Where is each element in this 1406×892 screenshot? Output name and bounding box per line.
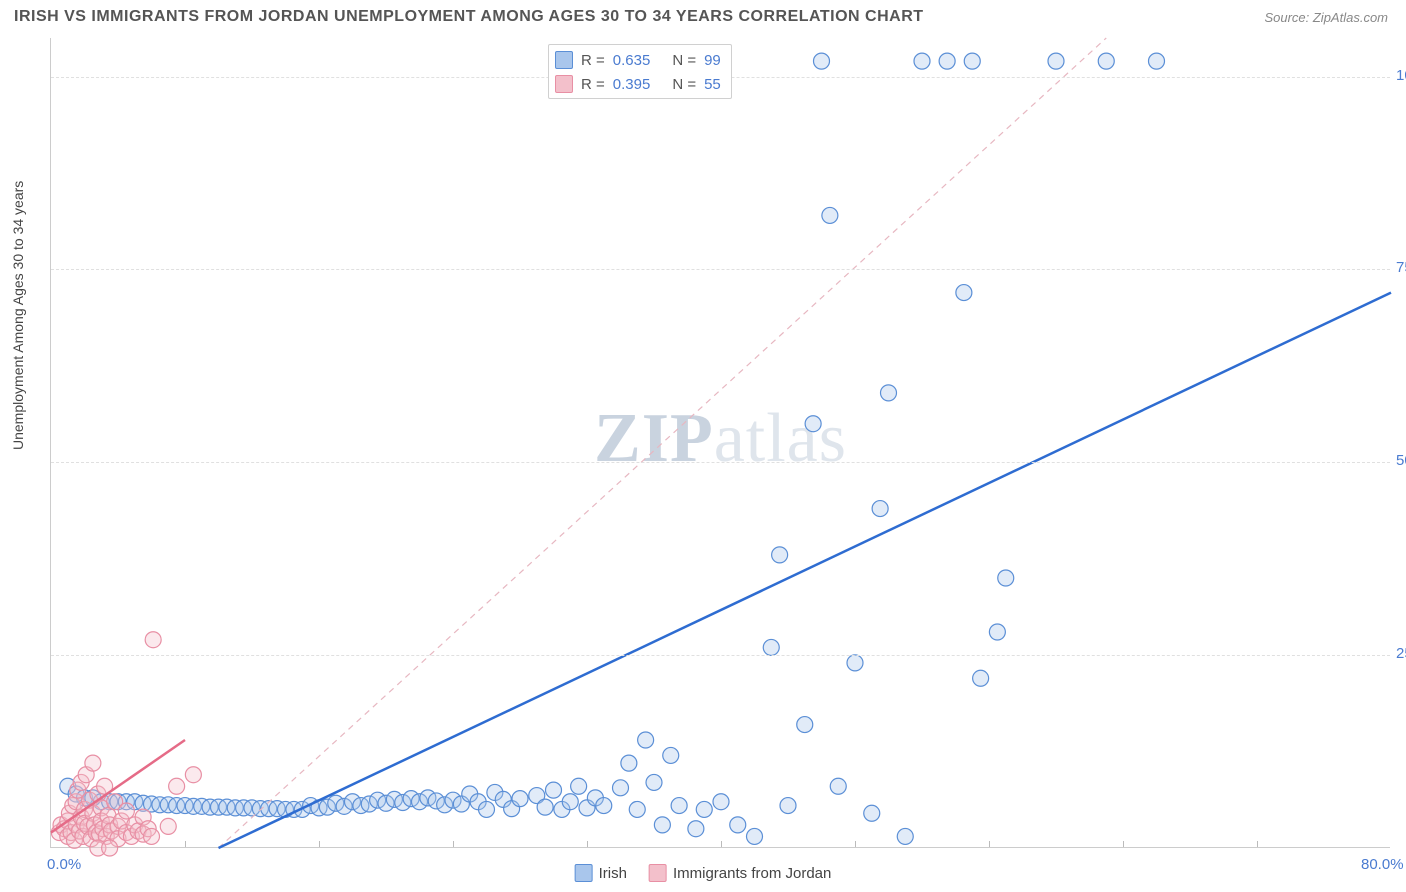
data-point [562,794,578,810]
data-point [822,207,838,223]
data-point [654,817,670,833]
x-tick-minor [855,841,856,847]
data-point [763,639,779,655]
y-tick-label: 50.0% [1396,452,1406,469]
data-point [847,655,863,671]
x-tick-minor [1123,841,1124,847]
data-point [797,717,813,733]
source-label: Source: ZipAtlas.com [1264,10,1388,25]
y-tick-label: 100.0% [1396,67,1406,84]
data-point [956,285,972,301]
x-tick-minor [453,841,454,847]
legend-swatch [649,864,667,882]
data-point [939,53,955,69]
data-point [747,828,763,844]
data-point [613,780,629,796]
legend-item: Immigrants from Jordan [649,864,831,882]
data-point [989,624,1005,640]
data-point [571,778,587,794]
x-tick-minor [1257,841,1258,847]
legend-item: Irish [575,864,627,882]
data-point [144,828,160,844]
data-point [688,821,704,837]
legend-stats-box: R = 0.635 N = 99 R = 0.395 N = 55 [548,44,732,99]
data-point [1048,53,1064,69]
chart-title: IRISH VS IMMIGRANTS FROM JORDAN UNEMPLOY… [14,8,924,26]
data-point [696,801,712,817]
legend-stats-row: R = 0.635 N = 99 [555,48,721,72]
gridline-h [51,269,1390,270]
x-tick-label: 80.0% [1361,856,1404,873]
x-tick-minor [587,841,588,847]
legend-r-value: 0.395 [613,76,651,93]
legend-n-label: N = [672,76,696,93]
data-point [646,774,662,790]
legend-n-label: N = [672,52,696,69]
y-tick-label: 75.0% [1396,259,1406,276]
data-point [169,778,185,794]
x-tick-minor [721,841,722,847]
data-point [638,732,654,748]
trend-line-dash [219,38,1107,848]
trend-line [219,293,1392,848]
legend-swatch [555,75,573,93]
data-point [102,840,118,856]
data-point [512,791,528,807]
y-axis-label: Unemployment Among Ages 30 to 34 years [10,181,26,450]
data-point [973,670,989,686]
data-point [713,794,729,810]
data-point [629,801,645,817]
data-point [663,747,679,763]
gridline-h [51,462,1390,463]
data-point [671,798,687,814]
data-point [546,782,562,798]
data-point [772,547,788,563]
data-point [805,416,821,432]
legend-r-label: R = [581,76,605,93]
gridline-h [51,655,1390,656]
legend-r-value: 0.635 [613,52,651,69]
data-point [998,570,1014,586]
data-point [830,778,846,794]
legend-label: Immigrants from Jordan [673,865,831,882]
data-point [118,803,134,819]
data-point [881,385,897,401]
x-tick-minor [989,841,990,847]
legend-swatch [575,864,593,882]
data-point [780,798,796,814]
data-point [1149,53,1165,69]
data-point [872,501,888,517]
data-point [964,53,980,69]
y-tick-label: 25.0% [1396,645,1406,662]
legend-bottom: Irish Immigrants from Jordan [575,864,832,882]
data-point [185,767,201,783]
plot-area: ZIPatlas 25.0%50.0%75.0%100.0%0.0%80.0% [50,38,1390,848]
data-point [864,805,880,821]
data-point [730,817,746,833]
legend-n-value: 99 [704,52,721,69]
data-point [897,828,913,844]
data-point [621,755,637,771]
chart-container: IRISH VS IMMIGRANTS FROM JORDAN UNEMPLOY… [0,0,1406,892]
data-point [537,799,553,815]
data-point [914,53,930,69]
legend-stats-row: R = 0.395 N = 55 [555,72,721,96]
data-point [479,801,495,817]
data-point [596,798,612,814]
plot-svg [51,38,1390,847]
x-tick-minor [319,841,320,847]
legend-swatch [555,51,573,69]
data-point [145,632,161,648]
legend-r-label: R = [581,52,605,69]
x-tick-label: 0.0% [47,856,81,873]
data-point [160,818,176,834]
data-point [1098,53,1114,69]
data-point [814,53,830,69]
legend-label: Irish [599,865,627,882]
x-tick-minor [185,841,186,847]
legend-n-value: 55 [704,76,721,93]
data-point [85,755,101,771]
